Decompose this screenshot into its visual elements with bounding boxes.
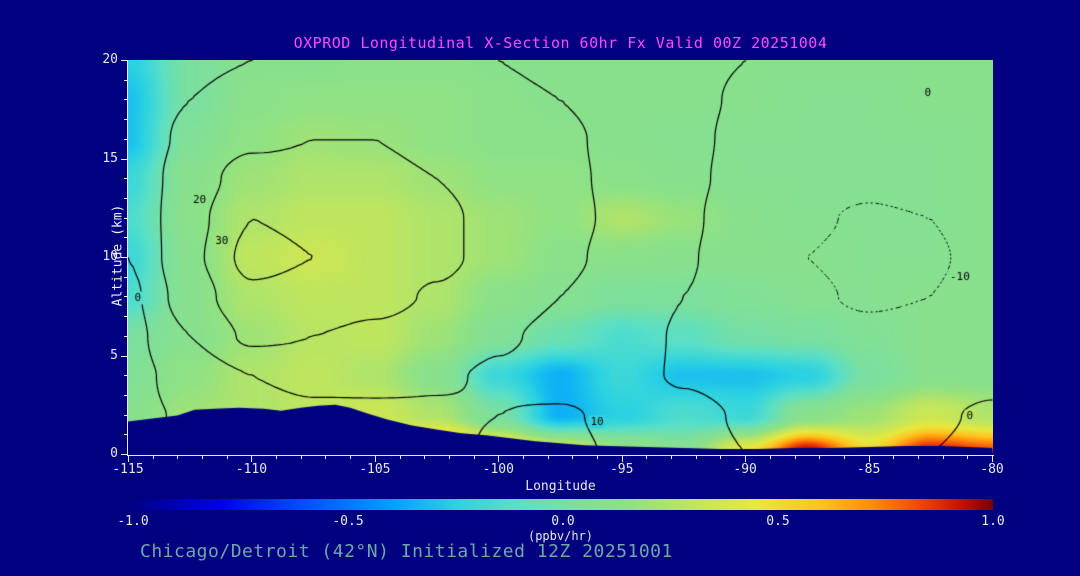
x-tick-label: -110 <box>235 462 268 477</box>
x-minor-tick <box>794 456 796 459</box>
x-minor-tick <box>547 456 549 459</box>
colorbar-tick-label: -1.0 <box>117 514 149 529</box>
x-minor-tick <box>424 456 426 459</box>
colorbar-canvas <box>133 499 993 510</box>
x-minor-tick <box>399 456 401 459</box>
x-major-tick <box>868 456 870 462</box>
y-tick-label: 0 <box>110 446 118 461</box>
y-tick-label: 15 <box>102 150 118 166</box>
contour-plot-canvas <box>128 60 993 455</box>
x-major-tick <box>251 456 253 462</box>
x-major-tick <box>128 456 129 462</box>
colorbar-tick-label: 0.0 <box>551 514 575 529</box>
x-tick-label: -95 <box>609 462 634 477</box>
x-tick-label: -90 <box>733 462 757 477</box>
y-minor-tick <box>124 335 127 337</box>
y-axis-line <box>127 60 128 456</box>
y-minor-tick <box>124 434 127 436</box>
x-major-tick <box>621 456 623 462</box>
x-minor-tick <box>202 456 204 459</box>
y-minor-tick <box>124 414 127 416</box>
y-minor-tick <box>124 316 127 318</box>
y-major-tick <box>121 158 127 160</box>
y-minor-tick <box>124 99 127 101</box>
x-minor-tick <box>448 456 450 459</box>
y-minor-tick <box>124 276 127 278</box>
y-minor-tick <box>124 178 127 180</box>
x-major-tick <box>498 456 500 462</box>
x-tick-label: -105 <box>359 462 391 477</box>
x-tick-label: -100 <box>482 462 514 477</box>
y-minor-tick <box>124 296 127 298</box>
x-minor-tick <box>893 456 895 459</box>
x-major-tick <box>992 456 993 462</box>
y-minor-tick <box>124 197 127 199</box>
x-minor-tick <box>769 456 771 459</box>
y-tick-label: 10 <box>102 249 118 264</box>
x-minor-tick <box>917 456 919 459</box>
x-tick-label: -115 <box>112 462 144 477</box>
x-minor-tick <box>177 456 179 459</box>
y-major-tick <box>121 257 127 258</box>
y-minor-tick <box>124 237 127 239</box>
x-minor-tick <box>942 456 944 459</box>
x-minor-tick <box>152 456 154 459</box>
colorbar-tick-label: 1.0 <box>981 514 1005 529</box>
x-axis-label: Longitude <box>525 479 596 494</box>
x-minor-tick <box>819 456 821 459</box>
x-minor-tick <box>671 456 673 459</box>
y-tick-label: 20 <box>102 52 118 67</box>
x-tick-label: -80 <box>980 462 1004 477</box>
y-tick-label: 5 <box>110 347 118 363</box>
x-minor-tick <box>967 456 969 459</box>
x-axis-line <box>127 455 994 456</box>
x-major-tick <box>745 456 747 462</box>
x-minor-tick <box>473 456 475 459</box>
x-minor-tick <box>695 456 697 459</box>
x-minor-tick <box>522 456 524 459</box>
x-minor-tick <box>646 456 648 459</box>
x-major-tick <box>374 456 376 462</box>
x-minor-tick <box>572 456 574 459</box>
x-minor-tick <box>325 456 327 459</box>
x-minor-tick <box>720 456 722 459</box>
colorbar-tick-label: -0.5 <box>332 514 364 529</box>
x-minor-tick <box>300 456 302 459</box>
colorbar-tick-label: 0.5 <box>766 514 790 529</box>
y-minor-tick <box>124 394 127 396</box>
x-tick-label: -85 <box>856 462 881 477</box>
y-minor-tick <box>124 217 127 219</box>
footer-caption: Chicago/Detroit (42°N) Initialized 12Z 2… <box>140 541 673 562</box>
chart-title: OXPROD Longitudinal X-Section 60hr Fx Va… <box>293 34 828 52</box>
y-major-tick <box>121 355 127 357</box>
colorbar-unit-label: (ppbv/hr) <box>527 529 594 543</box>
y-minor-tick <box>124 375 127 377</box>
x-minor-tick <box>597 456 599 459</box>
y-minor-tick <box>124 119 127 121</box>
x-minor-tick <box>276 456 278 459</box>
y-minor-tick <box>124 79 127 81</box>
x-minor-tick <box>843 456 845 459</box>
y-major-tick <box>121 454 127 455</box>
y-minor-tick <box>124 138 127 140</box>
y-major-tick <box>121 60 127 61</box>
x-minor-tick <box>226 456 228 459</box>
x-minor-tick <box>350 456 352 459</box>
